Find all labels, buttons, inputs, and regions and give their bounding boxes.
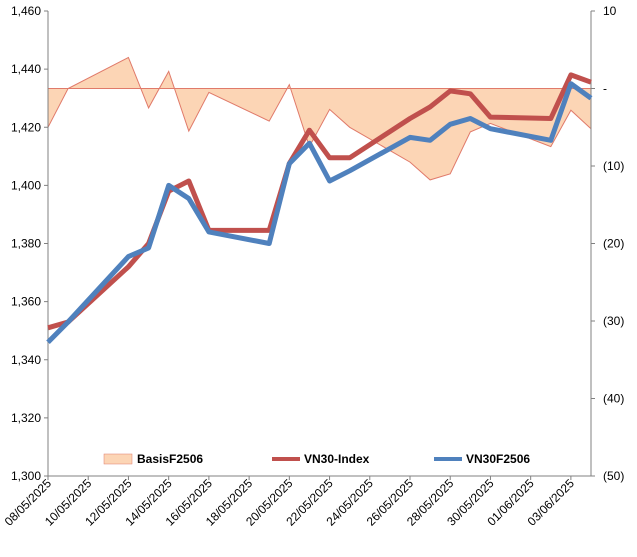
left-tick-label: 1,440 bbox=[11, 62, 41, 76]
basis-area-fill bbox=[48, 57, 591, 180]
right-tick-label: (50) bbox=[603, 469, 624, 483]
right-tick-label: - bbox=[603, 82, 607, 96]
left-tick-label: 1,300 bbox=[11, 469, 41, 483]
right-tick-label: (20) bbox=[603, 237, 624, 251]
legend-label-basis: BasisF2506 bbox=[137, 452, 203, 466]
index-lines-layer bbox=[46, 72, 593, 345]
left-tick-label: 1,460 bbox=[11, 4, 41, 18]
legend-label-vn30-index: VN30-Index bbox=[304, 452, 370, 466]
left-tick-label: 1,420 bbox=[11, 120, 41, 134]
left-tick-label: 1,360 bbox=[11, 295, 41, 309]
legend-label-vn30f2506: VN30F2506 bbox=[466, 452, 530, 466]
legend-swatch-basis bbox=[103, 453, 133, 465]
series-line-vn30f2506 bbox=[46, 81, 593, 345]
right-tick-label: (30) bbox=[603, 314, 624, 328]
left-tick-label: 1,380 bbox=[11, 237, 41, 251]
right-tick-label: 10 bbox=[603, 4, 617, 18]
left-tick-label: 1,340 bbox=[11, 353, 41, 367]
right-tick-label: (40) bbox=[603, 392, 624, 406]
left-tick-label: 1,320 bbox=[11, 411, 41, 425]
right-tick-label: (10) bbox=[603, 159, 624, 173]
left-tick-label: 1,400 bbox=[11, 178, 41, 192]
legend: BasisF2506 VN30-Index VN30F2506 bbox=[103, 452, 530, 466]
